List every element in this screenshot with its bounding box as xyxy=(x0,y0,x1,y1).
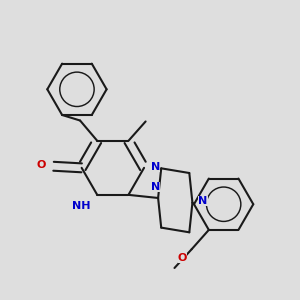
Text: O: O xyxy=(178,253,187,263)
Text: N: N xyxy=(151,162,160,172)
Text: N: N xyxy=(151,182,160,192)
Text: O: O xyxy=(37,160,46,170)
Text: N: N xyxy=(198,196,208,206)
Text: NH: NH xyxy=(72,201,91,211)
